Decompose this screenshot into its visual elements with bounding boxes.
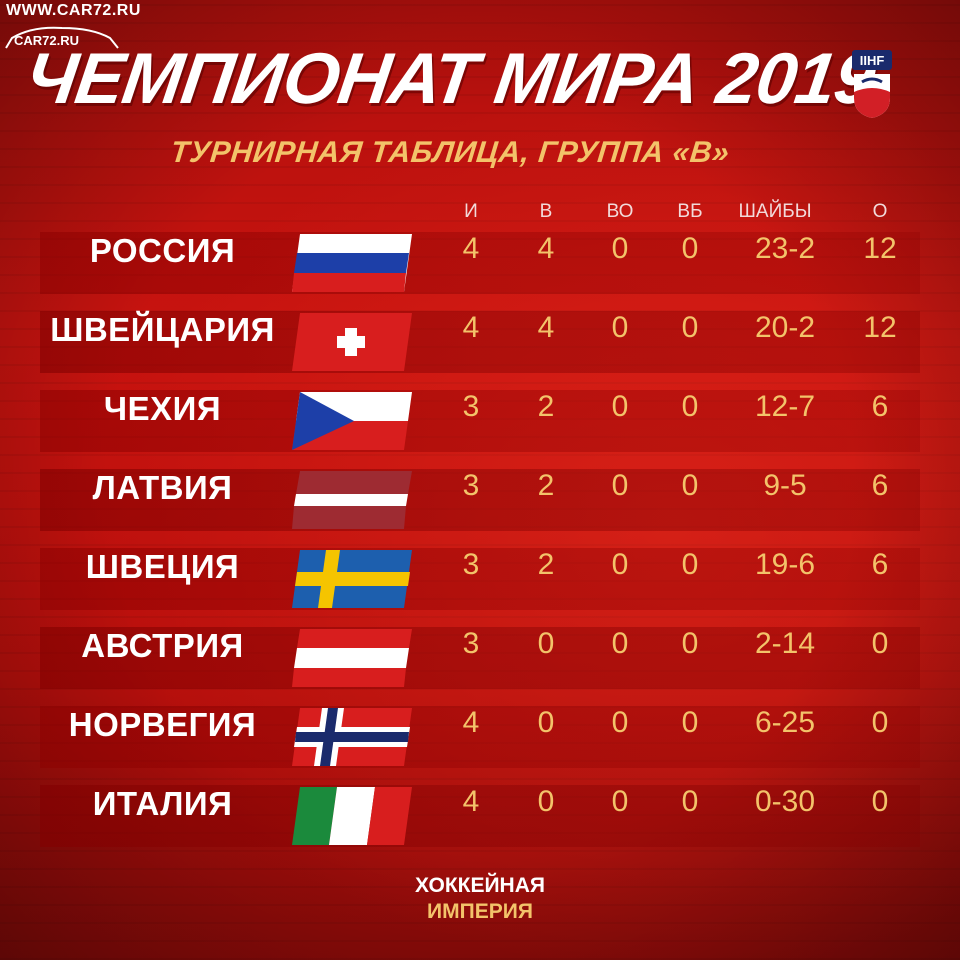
stat-goals: 20-2 (754, 311, 816, 344)
row-background (40, 627, 920, 689)
stat-points: 12 (863, 232, 897, 265)
latvia-flag-icon (292, 471, 412, 529)
table-row: ЛАТВИЯ 3 2 0 0 9-5 6 (40, 469, 920, 531)
page-title: ЧЕМПИОНАТ МИРА 2019 (20, 39, 880, 119)
row-background (40, 785, 920, 847)
sweden-flag-icon (292, 550, 412, 608)
stat-wins: 2 (537, 469, 555, 502)
team-name: ШВЕЦИЯ (85, 548, 240, 585)
stat-ot-wins: 0 (611, 785, 629, 818)
iihf-logo: IIHF (850, 48, 894, 120)
column-header-goals: ШАЙБЫ (738, 201, 812, 222)
stat-goals: 9-5 (763, 469, 807, 502)
column-header-so-wins: ВБ (677, 201, 703, 222)
stat-ot-wins: 0 (611, 548, 629, 581)
stat-wins: 2 (537, 548, 555, 581)
footer-brand-logo: ХОККЕЙНАЯ ИМПЕРИЯ (380, 873, 580, 925)
stat-so-wins: 0 (681, 232, 699, 265)
team-name: ИТАЛИЯ (92, 785, 233, 822)
stat-games: 3 (462, 390, 480, 423)
row-background (40, 232, 920, 294)
stat-wins: 0 (537, 706, 555, 739)
stat-points: 0 (871, 706, 889, 739)
table-row: ИТАЛИЯ 4 0 0 0 0-30 0 (40, 785, 920, 847)
stat-so-wins: 0 (681, 469, 699, 502)
stat-so-wins: 0 (681, 390, 699, 423)
table-row: ШВЕЦИЯ 3 2 0 0 19-6 6 (40, 548, 920, 610)
column-header-ot-wins: ВО (606, 201, 634, 222)
czech-flag-icon (292, 392, 412, 450)
stat-games: 3 (462, 627, 480, 660)
footer-brand-line1: ХОККЕЙНАЯ (415, 874, 545, 897)
team-name: НОРВЕГИЯ (68, 706, 257, 743)
team-name: ЛАТВИЯ (92, 469, 233, 506)
stat-ot-wins: 0 (611, 232, 629, 265)
stat-so-wins: 0 (681, 548, 699, 581)
stat-points: 0 (871, 627, 889, 660)
team-name: ШВЕЙЦАРИЯ (50, 311, 275, 348)
stat-games: 4 (462, 785, 480, 818)
stat-wins: 4 (537, 232, 555, 265)
row-background (40, 311, 920, 373)
stat-goals: 12-7 (754, 390, 816, 423)
iihf-emblem-icon: IIHF (852, 50, 892, 118)
stat-wins: 2 (537, 390, 555, 423)
stat-games: 4 (462, 232, 480, 265)
watermark-car-logo: CAR72.RU (2, 22, 122, 54)
austria-flag-icon (292, 629, 412, 687)
team-name: РОССИЯ (89, 232, 236, 269)
stat-games: 3 (462, 548, 480, 581)
stat-ot-wins: 0 (611, 390, 629, 423)
stat-ot-wins: 0 (611, 311, 629, 344)
stat-goals: 6-25 (754, 706, 816, 739)
stat-goals: 23-2 (754, 232, 816, 265)
stat-so-wins: 0 (681, 785, 699, 818)
stat-games: 4 (462, 311, 480, 344)
watermark-site-url: WWW.CAR72.RU (6, 2, 141, 19)
stat-games: 3 (462, 469, 480, 502)
norway-flag-icon (292, 708, 412, 766)
stat-ot-wins: 0 (611, 627, 629, 660)
table-row: ШВЕЙЦАРИЯ 4 4 0 0 20-2 12 (40, 311, 920, 373)
stat-wins: 0 (537, 627, 555, 660)
stat-so-wins: 0 (681, 706, 699, 739)
row-background (40, 390, 920, 452)
stat-ot-wins: 0 (611, 469, 629, 502)
stat-points: 6 (871, 469, 889, 502)
stat-points: 6 (871, 548, 889, 581)
row-background (40, 548, 920, 610)
watermark-logo-text: CAR72.RU (14, 33, 80, 48)
table-row: ЧЕХИЯ 3 2 0 0 12-7 6 (40, 390, 920, 452)
column-header-wins: В (539, 201, 553, 222)
footer-brand-line2: ИМПЕРИЯ (427, 900, 533, 923)
table-row: РОССИЯ 4 4 0 0 23-2 12 (40, 232, 920, 294)
car-silhouette-icon (5, 26, 119, 49)
stat-goals: 19-6 (754, 548, 816, 581)
page-subtitle: ТУРНИРНАЯ ТАБЛИЦА, ГРУППА «B» (169, 136, 732, 169)
stat-so-wins: 0 (681, 311, 699, 344)
svg-text:IIHF: IIHF (860, 53, 885, 68)
column-header-points: О (872, 201, 888, 222)
table-row: АВСТРИЯ 3 0 0 0 2-14 0 (40, 627, 920, 689)
stat-points: 0 (871, 785, 889, 818)
switzerland-flag-icon (292, 313, 412, 371)
stat-games: 4 (462, 706, 480, 739)
row-background (40, 706, 920, 768)
team-name: ЧЕХИЯ (103, 390, 222, 427)
italy-flag-icon (292, 787, 412, 845)
stat-ot-wins: 0 (611, 706, 629, 739)
stat-wins: 0 (537, 785, 555, 818)
stat-goals: 0-30 (754, 785, 816, 818)
stat-goals: 2-14 (754, 627, 816, 660)
russia-flag-icon (292, 234, 412, 292)
row-background (40, 469, 920, 531)
stat-so-wins: 0 (681, 627, 699, 660)
team-name: АВСТРИЯ (81, 627, 244, 664)
column-header-games: И (464, 201, 478, 222)
table-row: НОРВЕГИЯ 4 0 0 0 6-25 0 (40, 706, 920, 768)
stat-wins: 4 (537, 311, 555, 344)
stat-points: 6 (871, 390, 889, 423)
stat-points: 12 (863, 311, 897, 344)
